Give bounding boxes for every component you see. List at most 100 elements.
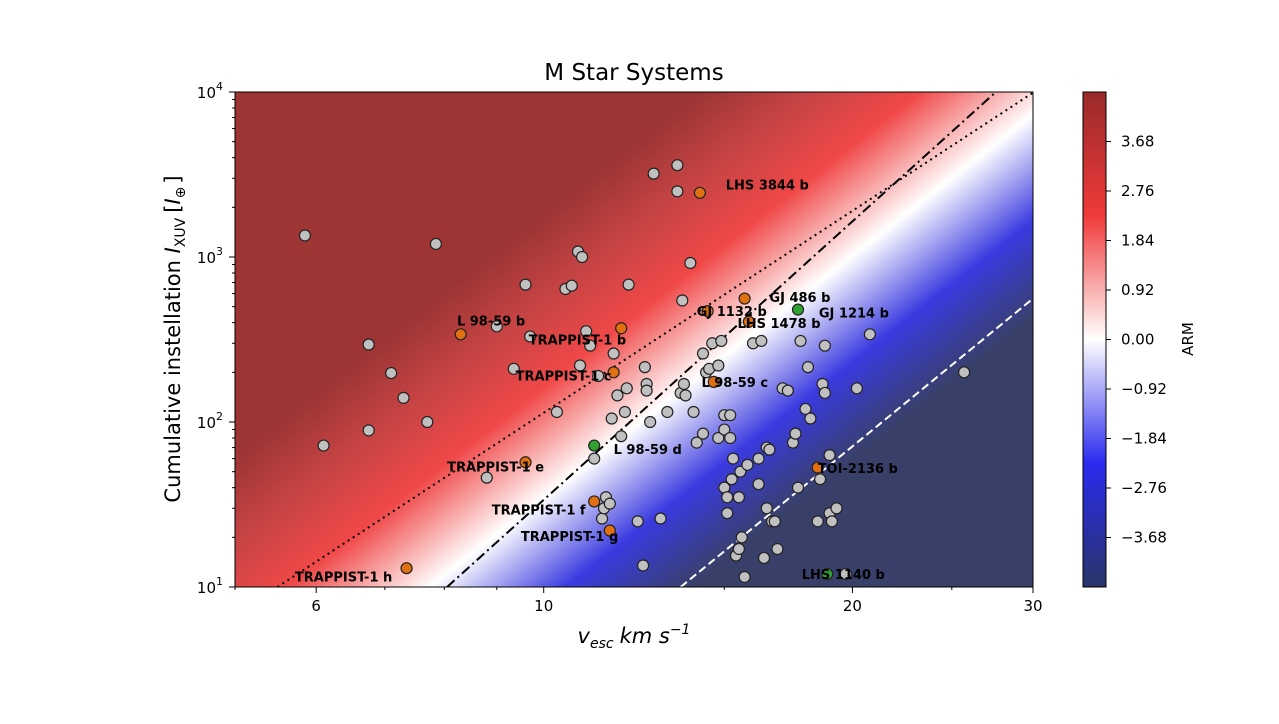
x-axis-label: vesc km s−1 — [578, 622, 691, 652]
data-point — [741, 458, 754, 471]
data-point — [524, 330, 537, 343]
data-point — [863, 328, 876, 341]
data-point — [818, 339, 831, 352]
data-point — [362, 424, 375, 437]
data-point — [712, 359, 725, 372]
y-axis: 101 102 103 104 — [197, 80, 235, 597]
data-point — [644, 415, 657, 429]
data-point — [789, 427, 802, 440]
data-point — [671, 159, 684, 172]
data-point — [519, 456, 532, 469]
data-point — [712, 431, 725, 445]
data-point — [607, 366, 620, 379]
point-label: TRAPPIST-1 b — [529, 333, 626, 348]
data-point — [647, 167, 660, 180]
data-point — [821, 567, 834, 581]
data-point — [317, 439, 330, 452]
data-point — [957, 366, 971, 379]
data-point — [794, 334, 807, 348]
data-point — [693, 186, 706, 199]
point-label: GJ 486 b — [769, 291, 830, 306]
data-point — [588, 495, 601, 508]
data-point — [804, 412, 817, 425]
data-point — [701, 305, 714, 318]
data-point — [732, 542, 745, 556]
x-axis: 6 10 20 30 — [234, 587, 1043, 615]
data-point — [724, 409, 737, 422]
data-point — [799, 402, 812, 416]
data-point — [724, 431, 737, 445]
data-point — [507, 362, 520, 375]
data-point — [298, 229, 312, 242]
data-point — [636, 559, 650, 572]
point-label: GJ 1214 b — [819, 306, 889, 321]
data-point — [615, 430, 628, 443]
data-point — [839, 567, 852, 581]
data-point — [823, 449, 836, 462]
y-tick-label: 101 — [197, 575, 223, 597]
data-point — [738, 570, 751, 584]
data-point — [640, 384, 653, 397]
data-point — [588, 452, 601, 465]
data-point — [791, 303, 805, 316]
data-point — [676, 294, 689, 307]
data-point — [696, 427, 710, 440]
data-point — [595, 512, 609, 525]
colorbar-label: ARM — [1179, 322, 1197, 356]
data-point — [519, 278, 532, 291]
data-point — [811, 515, 824, 528]
data-point — [490, 320, 503, 333]
data-point — [690, 436, 703, 449]
data-point — [677, 377, 691, 391]
data-point — [615, 322, 628, 335]
data-point — [565, 279, 578, 292]
colorbar-tick-label: 2.76 — [1121, 182, 1154, 200]
data-point — [721, 491, 734, 504]
data-point — [738, 292, 751, 305]
colorbar-tick-label: −2.76 — [1121, 479, 1167, 497]
data-point — [742, 315, 755, 328]
data-point — [727, 452, 740, 465]
y-axis-label: Cumulative instellation IXUV[I⊕] — [161, 175, 189, 502]
colorbar-tick-label: 3.68 — [1121, 133, 1154, 151]
data-point — [429, 237, 442, 251]
data-point — [421, 415, 434, 429]
colorbar-tick-label: 0.00 — [1121, 331, 1154, 349]
data-point — [603, 497, 616, 510]
data-point — [620, 382, 633, 395]
colorbar-gradient — [1082, 91, 1107, 588]
data-point — [622, 278, 635, 291]
data-point — [687, 405, 700, 419]
reference-line-dotted — [276, 92, 1033, 587]
data-point — [654, 512, 667, 525]
data-point — [573, 359, 587, 372]
data-point — [592, 369, 605, 383]
colorbar-tick-label: 0.92 — [1121, 281, 1154, 299]
data-point — [631, 515, 644, 528]
colorbar-tick-label: −3.68 — [1121, 529, 1167, 547]
data-point — [684, 256, 697, 270]
data-point — [757, 551, 771, 565]
data-point — [575, 250, 589, 264]
y-tick-label: 102 — [197, 410, 223, 432]
x-tick-label: 10 — [534, 597, 553, 615]
point-label: LHS 1478 b — [737, 317, 820, 332]
point-label: L 98-59 d — [614, 443, 682, 458]
data-point — [679, 389, 692, 402]
point-label: L 98-59 c — [701, 376, 768, 391]
data-point — [752, 478, 765, 491]
data-point — [400, 562, 413, 575]
data-point — [725, 473, 738, 486]
data-point — [735, 531, 748, 544]
point-label: LHS 3844 b — [726, 178, 809, 193]
data-point — [715, 334, 728, 348]
point-label: GJ 1132 b — [697, 305, 767, 320]
data-point — [763, 443, 776, 456]
data-point — [550, 405, 563, 419]
data-point — [760, 502, 773, 515]
data-point — [696, 347, 710, 360]
point-label: TRAPPIST-1 h — [295, 570, 392, 585]
data-point — [618, 405, 632, 419]
data-point — [811, 461, 824, 474]
